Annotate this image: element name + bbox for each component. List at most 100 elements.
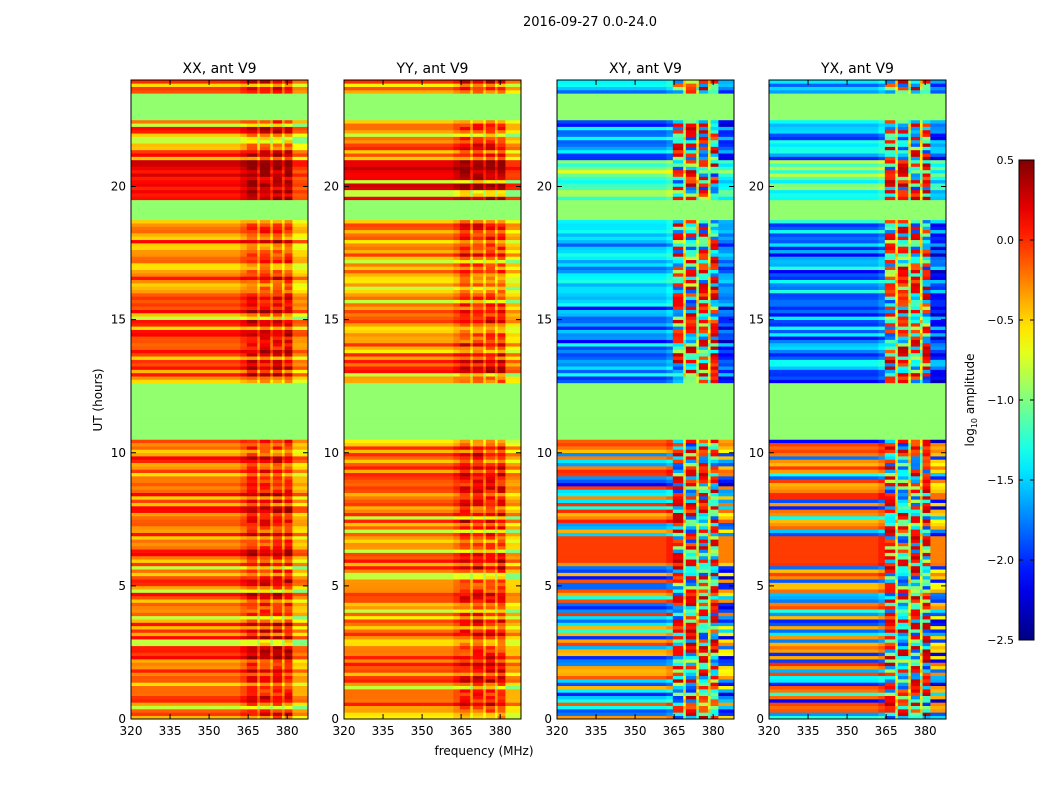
heatmap-cell	[472, 549, 484, 553]
heatmap-cell	[257, 652, 261, 657]
heatmap-cell	[483, 412, 487, 417]
heatmap-cell	[131, 589, 241, 593]
heatmap-cell	[240, 476, 248, 480]
heatmap-cell	[453, 702, 461, 706]
heatmap-cell	[257, 183, 261, 187]
heatmap-cell	[685, 399, 697, 404]
heatmap-cell	[344, 306, 454, 310]
heatmap-cell	[472, 243, 484, 247]
heatmap-cell	[505, 139, 522, 144]
heatmap-cell	[272, 209, 283, 214]
heatmap-cell	[505, 685, 522, 690]
heatmap-cell	[672, 549, 684, 553]
heatmap-cell	[497, 522, 506, 527]
heatmap-cell	[459, 532, 471, 537]
heatmap-cell	[557, 595, 667, 600]
heatmap-cell	[272, 426, 283, 430]
heatmap-cell	[459, 109, 471, 114]
heatmap-cell	[557, 392, 667, 397]
heatmap-cell	[259, 349, 271, 354]
heatmap-cell	[696, 456, 700, 460]
heatmap-cell	[284, 582, 293, 587]
heatmap-cell	[485, 239, 496, 244]
heatmap-cell	[707, 466, 711, 470]
heatmap-cell	[281, 662, 285, 667]
heatmap-cell	[257, 136, 261, 141]
heatmap-cell	[470, 519, 474, 523]
heatmap-cell	[270, 502, 274, 507]
heatmap-cell	[259, 176, 271, 181]
heatmap-cell	[718, 399, 735, 404]
heatmap-cell	[494, 119, 498, 124]
heatmap-cell	[497, 562, 506, 567]
heatmap-cell	[284, 322, 293, 327]
heatmap-cell	[494, 146, 498, 151]
heatmap-cell	[497, 289, 506, 294]
heatmap-cell	[494, 243, 498, 247]
heatmap-cell	[246, 422, 258, 427]
heatmap-cell	[292, 429, 309, 434]
heatmap-cell	[270, 369, 274, 374]
heatmap-cell	[494, 622, 498, 627]
heatmap-cell	[344, 562, 454, 567]
heatmap-cell	[292, 579, 309, 583]
heatmap-cell	[284, 655, 293, 660]
heatmap-cell	[485, 306, 496, 310]
heatmap-cell	[707, 359, 711, 364]
heatmap-cell	[666, 665, 674, 670]
heatmap-cell	[485, 539, 496, 543]
heatmap-cell	[459, 449, 471, 454]
heatmap-cell	[240, 679, 248, 683]
heatmap-cell	[292, 243, 309, 247]
heatmap-cell	[131, 572, 241, 577]
heatmap-cell	[246, 506, 258, 510]
heatmap-cell	[497, 156, 506, 161]
heatmap-cell	[131, 156, 241, 161]
heatmap-cell	[483, 592, 487, 597]
heatmap-cell	[494, 715, 498, 720]
heatmap-cell	[483, 476, 487, 480]
heatmap-cell	[246, 632, 258, 637]
heatmap-cell	[494, 599, 498, 603]
heatmap-cell	[131, 266, 241, 271]
heatmap-cell	[472, 259, 484, 264]
heatmap-cell	[284, 452, 293, 457]
heatmap-cell	[292, 399, 309, 404]
heatmap-cell	[270, 672, 274, 677]
heatmap-cell	[672, 529, 684, 533]
heatmap-cell	[483, 399, 487, 404]
heatmap-cell	[240, 109, 248, 114]
heatmap-cell	[459, 113, 471, 117]
heatmap-cell	[292, 279, 309, 284]
heatmap-cell	[270, 619, 274, 623]
heatmap-cell	[257, 446, 261, 450]
heatmap-cell	[131, 506, 241, 510]
heatmap-cell	[672, 679, 684, 683]
heatmap-cell	[494, 436, 498, 440]
heatmap-cell	[494, 639, 498, 643]
heatmap-cell	[259, 322, 271, 327]
heatmap-cell	[281, 709, 285, 713]
heatmap-cell	[459, 349, 471, 354]
heatmap-cell	[270, 595, 274, 600]
heatmap-cell	[483, 302, 487, 307]
heatmap-cell	[453, 133, 461, 137]
heatmap-cell	[240, 146, 248, 151]
heatmap-cell	[494, 452, 498, 457]
heatmap-cell	[257, 163, 261, 167]
heatmap-cell	[698, 689, 709, 693]
heatmap-cell	[257, 629, 261, 633]
heatmap-cell	[497, 709, 506, 713]
heatmap-cell	[453, 675, 461, 680]
heatmap-cell	[718, 635, 735, 640]
heatmap-cell	[672, 715, 684, 720]
heatmap-cell	[272, 409, 283, 414]
heatmap-cell	[281, 476, 285, 480]
heatmap-cell	[483, 489, 487, 493]
heatmap-cell	[472, 432, 484, 437]
heatmap-cell	[666, 456, 674, 460]
heatmap-cell	[707, 462, 711, 467]
heatmap-cell	[666, 522, 674, 527]
heatmap-cell	[240, 436, 248, 440]
heatmap-cell	[696, 462, 700, 467]
